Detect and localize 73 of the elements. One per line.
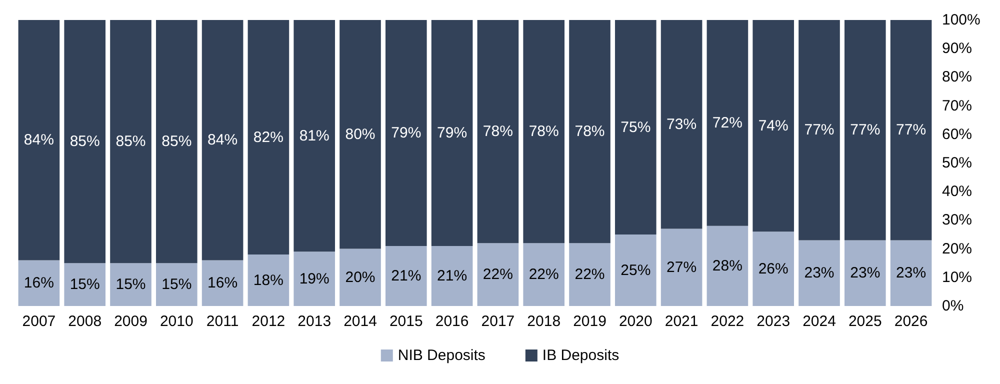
x-tick-label: 2013 <box>298 313 332 330</box>
data-label: 85% <box>70 133 100 150</box>
data-label: 77% <box>804 122 834 139</box>
data-label: 16% <box>24 274 54 292</box>
y-tick-label: 20% <box>942 240 972 258</box>
data-label: 22% <box>574 266 605 284</box>
data-label: 22% <box>528 266 559 284</box>
legend-label: NIB Deposits <box>398 347 486 364</box>
x-tick-label: 2021 <box>664 313 698 330</box>
x-tick-label: 2011 <box>206 313 239 330</box>
data-label: 82% <box>253 128 284 146</box>
data-label: 84% <box>208 132 238 149</box>
data-label: 80% <box>345 126 376 143</box>
data-label: 26% <box>758 260 788 278</box>
x-tick-label: 2012 <box>252 313 286 330</box>
data-label: 81% <box>299 127 330 144</box>
y-tick-label: 50% <box>942 154 972 172</box>
data-label: 85% <box>116 133 146 150</box>
y-tick-label: 60% <box>942 126 972 143</box>
data-label: 15% <box>70 276 100 294</box>
x-tick-label: 2008 <box>68 313 102 330</box>
data-label: 74% <box>758 117 788 134</box>
y-tick-label: 80% <box>942 68 972 86</box>
data-label: 79% <box>437 124 468 142</box>
y-tick-label: 40% <box>942 183 972 200</box>
x-tick-label: 2024 <box>802 313 836 330</box>
x-tick-label: 2018 <box>527 313 561 330</box>
x-tick-label: 2017 <box>481 313 515 330</box>
data-label: 23% <box>896 264 926 282</box>
data-label: 18% <box>253 272 284 289</box>
data-label: 25% <box>620 262 651 279</box>
y-tick-label: 10% <box>942 268 972 286</box>
x-tick-label: 2010 <box>160 313 194 330</box>
data-label: 77% <box>850 122 880 139</box>
data-label: 20% <box>345 268 376 286</box>
data-label: 75% <box>620 118 651 136</box>
data-label: 78% <box>528 123 559 140</box>
x-tick-label: 2023 <box>756 313 790 330</box>
y-tick-label: 70% <box>942 97 972 114</box>
data-label: 19% <box>299 270 330 288</box>
data-label: 23% <box>850 264 880 282</box>
x-tick-label: 2026 <box>894 313 928 330</box>
y-tick-label: 90% <box>942 40 972 58</box>
data-label: 85% <box>162 133 192 150</box>
x-tick-label: 2007 <box>22 313 56 330</box>
data-label: 78% <box>482 123 513 140</box>
x-tick-label: 2015 <box>389 313 423 330</box>
data-label: 15% <box>116 276 146 294</box>
data-label: 21% <box>391 267 422 284</box>
x-tick-label: 2019 <box>573 313 606 330</box>
data-label: 27% <box>666 258 697 276</box>
data-label: 22% <box>482 266 513 284</box>
y-tick-label: 30% <box>942 212 972 229</box>
data-label: 15% <box>162 276 192 294</box>
x-tick-label: 2020 <box>618 313 652 330</box>
x-tick-label: 2016 <box>435 313 469 330</box>
y-tick-label: 0% <box>942 298 964 314</box>
data-label: 16% <box>208 274 238 292</box>
x-tick-label: 2014 <box>344 313 377 330</box>
data-label: 21% <box>437 267 468 284</box>
x-tick-label: 2025 <box>848 313 882 330</box>
x-tick-label: 2009 <box>114 313 148 330</box>
y-tick-label: 100% <box>942 12 980 28</box>
data-label: 84% <box>24 132 54 149</box>
data-label: 79% <box>391 124 422 142</box>
legend-label: IB Deposits <box>542 347 620 364</box>
data-label: 28% <box>712 257 742 274</box>
data-label: 72% <box>712 114 742 132</box>
data-label: 77% <box>896 122 926 139</box>
data-label: 78% <box>574 123 605 140</box>
x-tick-label: 2022 <box>710 313 744 330</box>
data-label: 23% <box>804 264 834 282</box>
data-label: 73% <box>666 116 697 133</box>
